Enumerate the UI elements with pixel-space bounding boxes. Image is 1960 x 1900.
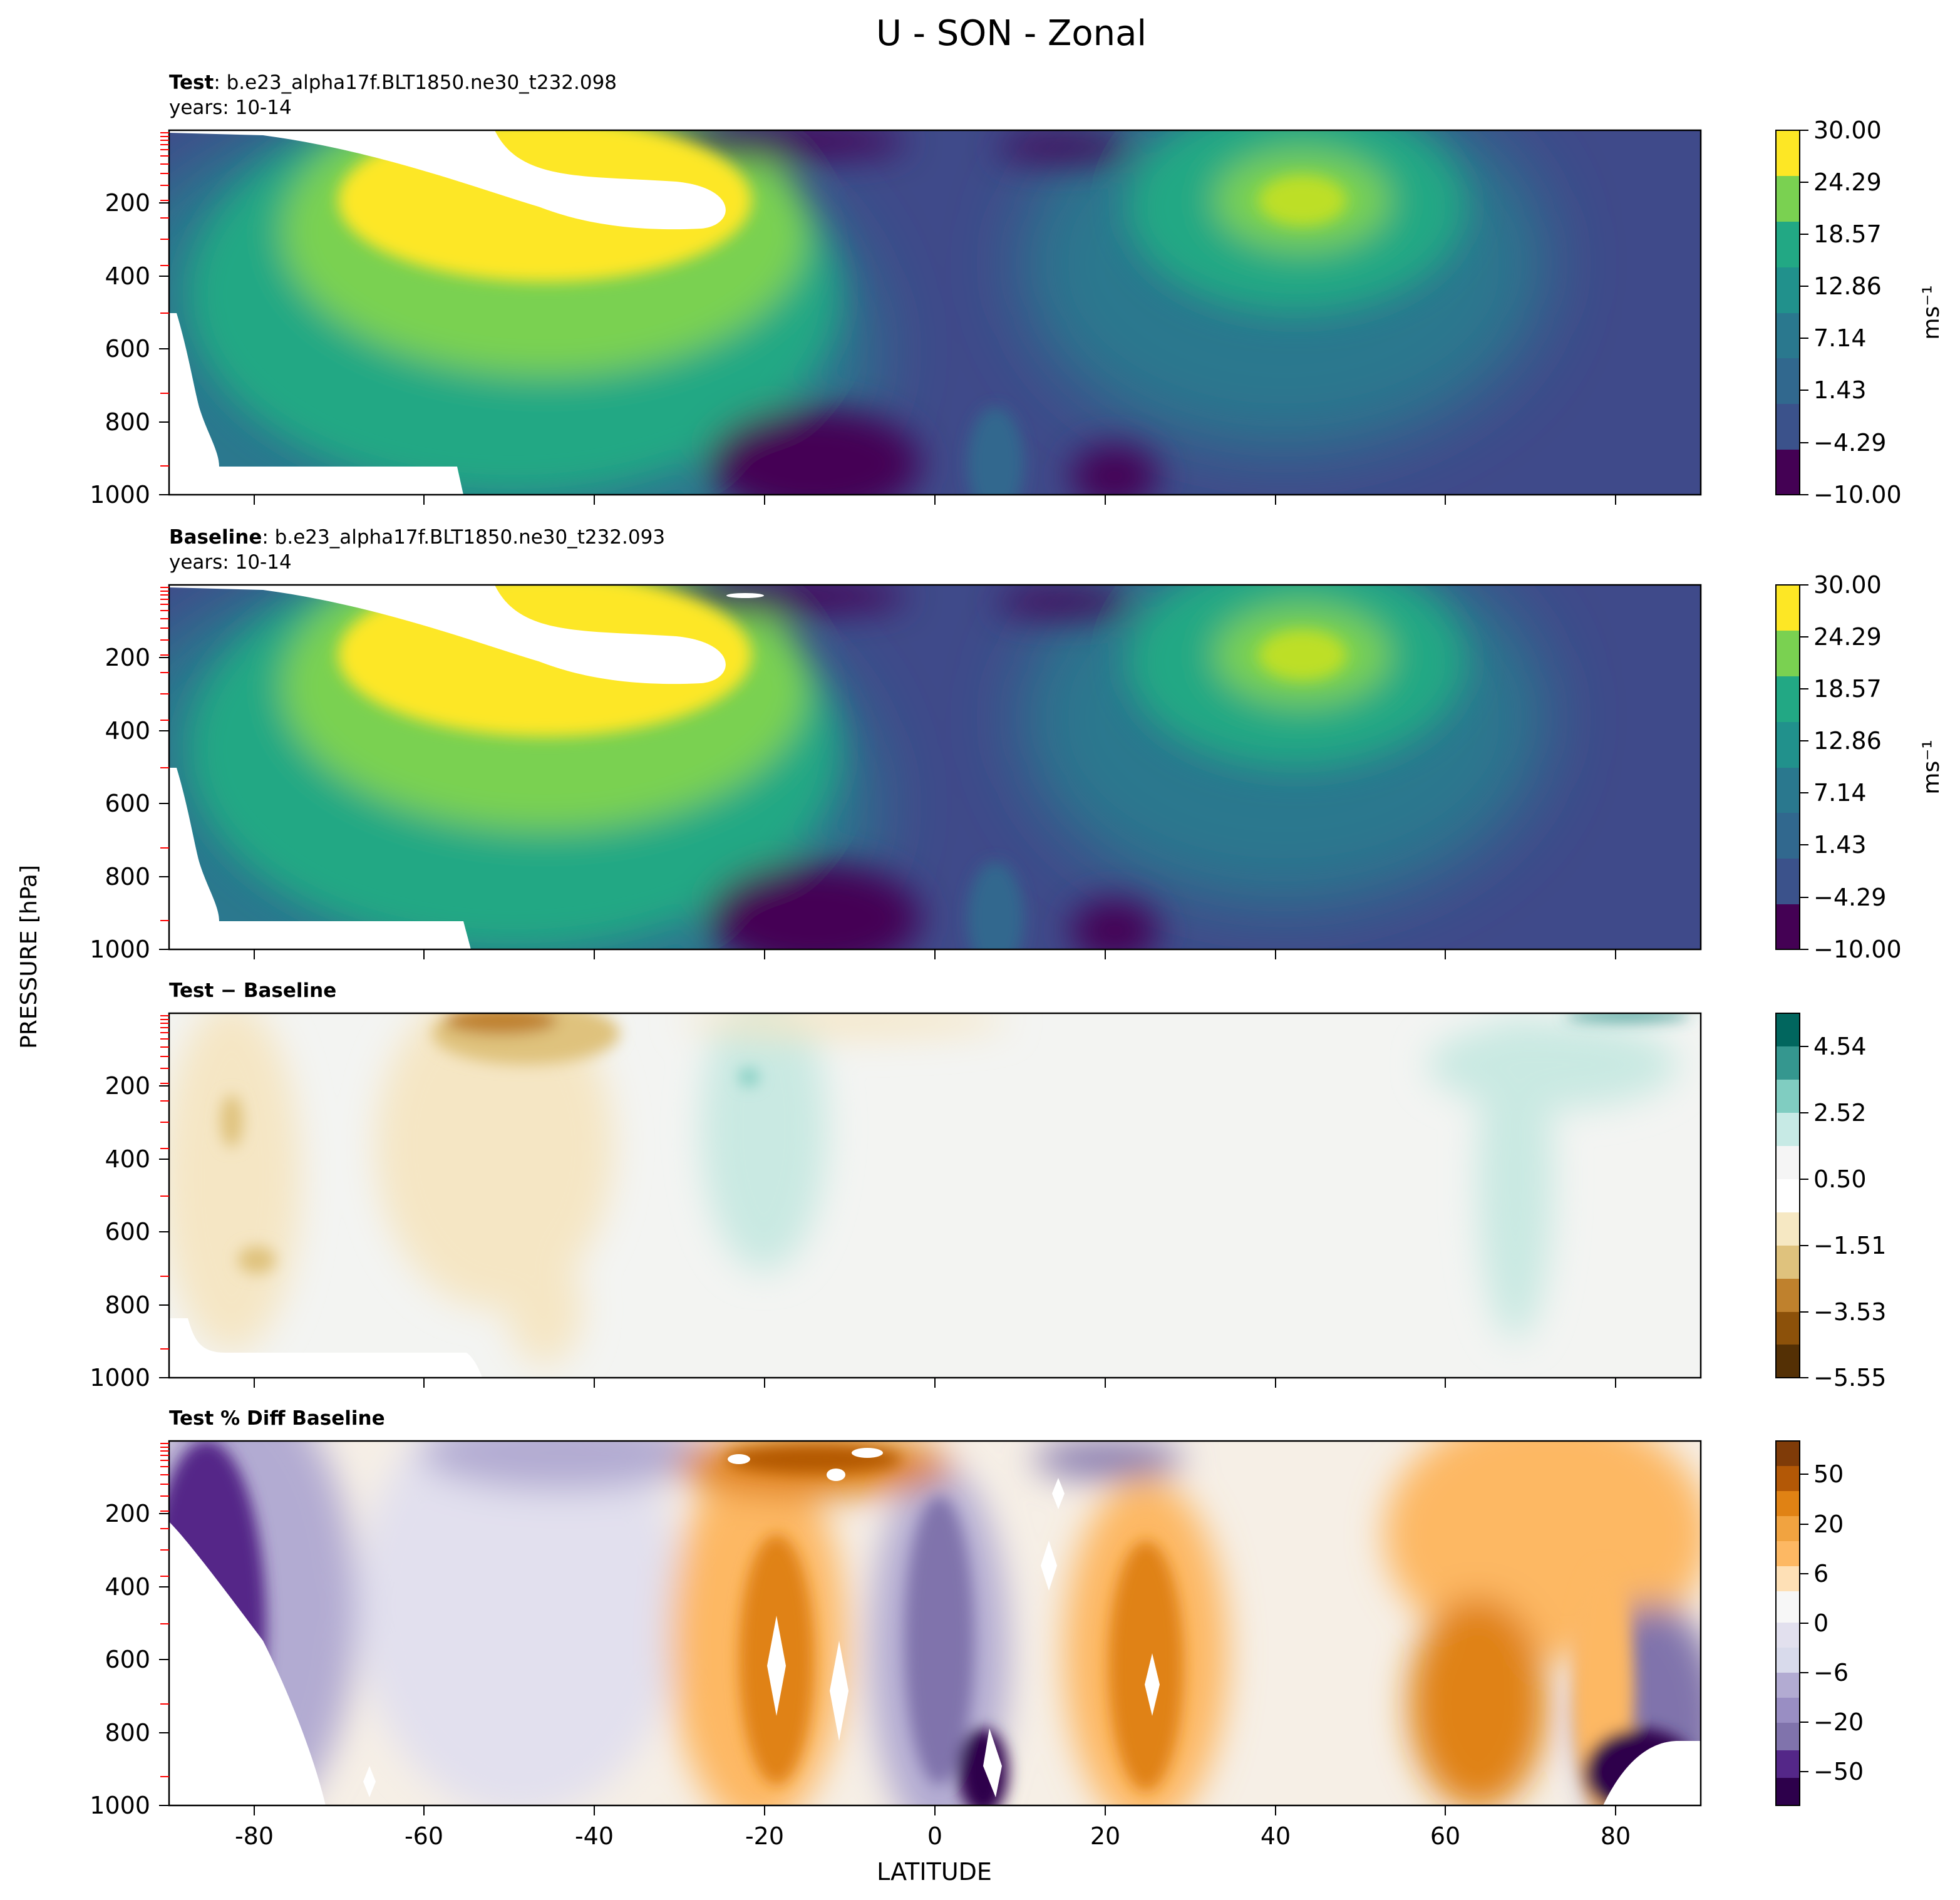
svg-text:4.54: 4.54 <box>1813 1033 1867 1060</box>
panel-baseline-yticks: 200 400 600 800 1000 <box>90 644 169 963</box>
panel-percent-diff: Test % Diff Baseline <box>90 1407 1864 1850</box>
svg-text:0: 0 <box>1813 1609 1828 1637</box>
svg-text:18.57: 18.57 <box>1813 220 1882 248</box>
figure-title: U - SON - Zonal <box>876 13 1147 54</box>
svg-text:7.14: 7.14 <box>1813 324 1867 352</box>
svg-text:20: 20 <box>1090 1822 1120 1850</box>
panel-difference-xticks <box>254 1378 1616 1388</box>
svg-text:1000: 1000 <box>90 936 150 963</box>
panel-percent-diff-xticks <box>254 1805 1616 1815</box>
panel-difference-field <box>169 1013 1701 1378</box>
panel-difference-yticks: 200 400 600 800 1000 <box>90 1072 169 1391</box>
svg-text:1000: 1000 <box>90 1792 150 1819</box>
svg-text:30.00: 30.00 <box>1813 116 1882 144</box>
panel-difference-level-markers <box>160 1015 169 1350</box>
svg-text:−50: −50 <box>1813 1758 1864 1785</box>
svg-text:12.86: 12.86 <box>1813 272 1882 300</box>
svg-text:24.29: 24.29 <box>1813 623 1882 651</box>
panel-test-field <box>169 130 1701 495</box>
svg-text:1.43: 1.43 <box>1813 376 1867 404</box>
panel-test: Test: b.e23_alpha17f.BLT1850.ne30_t232.0… <box>90 71 1944 509</box>
svg-text:600: 600 <box>105 1218 150 1246</box>
svg-text:800: 800 <box>105 408 150 436</box>
panel-percent-diff-level-markers <box>160 1443 169 1777</box>
svg-text:1.43: 1.43 <box>1813 831 1867 859</box>
svg-text:0.50: 0.50 <box>1813 1165 1867 1193</box>
svg-text:2.52: 2.52 <box>1813 1099 1867 1127</box>
panel-difference-colorbar: 4.54 2.52 0.50 −1.51 −3.53 −5.55 <box>1775 1013 1886 1391</box>
panel-test-level-markers <box>160 132 169 467</box>
panel-test-colorbar-label: ms⁻¹ <box>1919 285 1944 339</box>
svg-text:−6: −6 <box>1813 1659 1849 1686</box>
svg-text:12.86: 12.86 <box>1813 727 1882 755</box>
panel-baseline-subtitle: years: 10-14 <box>169 551 292 574</box>
panel-test-xticks <box>254 495 1616 505</box>
panel-baseline-colorbar-label: ms⁻¹ <box>1919 740 1944 794</box>
svg-text:24.29: 24.29 <box>1813 168 1882 196</box>
svg-text:1000: 1000 <box>90 481 150 509</box>
panel-percent-diff-title: Test % Diff Baseline <box>169 1407 385 1430</box>
y-axis-label: PRESSURE [hPa] <box>16 865 42 1049</box>
panel-percent-diff-colorbar: 50 20 6 0 −6 −20 −50 <box>1775 1440 1864 1806</box>
svg-text:200: 200 <box>105 644 150 671</box>
panel-baseline-title: Baseline: b.e23_alpha17f.BLT1850.ne30_t2… <box>169 526 665 549</box>
panel-baseline-level-markers <box>160 587 169 921</box>
svg-text:−4.29: −4.29 <box>1813 884 1886 911</box>
svg-text:400: 400 <box>105 1573 150 1601</box>
svg-text:600: 600 <box>105 790 150 817</box>
svg-text:0: 0 <box>927 1822 942 1850</box>
svg-text:−1.51: −1.51 <box>1813 1232 1886 1259</box>
panel-test-title: Test: b.e23_alpha17f.BLT1850.ne30_t232.0… <box>169 71 617 94</box>
svg-text:800: 800 <box>105 1291 150 1319</box>
panel-difference: Test − Baseline <box>90 979 1886 1391</box>
svg-text:−20: −20 <box>1813 1708 1864 1736</box>
svg-text:800: 800 <box>105 1719 150 1747</box>
svg-text:18.57: 18.57 <box>1813 675 1882 703</box>
svg-text:6: 6 <box>1813 1560 1828 1588</box>
panel-percent-diff-field <box>169 1441 1701 1805</box>
svg-text:−4.29: −4.29 <box>1813 429 1886 457</box>
panel-baseline-colorbar: 30.00 24.29 18.57 12.86 7.14 1.43 −4.29 … <box>1775 571 1944 963</box>
panel-baseline-xticks <box>254 949 1616 959</box>
svg-text:1000: 1000 <box>90 1364 150 1391</box>
panel-baseline-field <box>169 585 1701 949</box>
svg-text:400: 400 <box>105 262 150 290</box>
panel-test-yticks: 200 400 600 800 1000 <box>90 189 169 509</box>
svg-text:200: 200 <box>105 1500 150 1527</box>
svg-text:7.14: 7.14 <box>1813 779 1867 807</box>
svg-text:800: 800 <box>105 863 150 891</box>
svg-text:200: 200 <box>105 1072 150 1100</box>
svg-text:400: 400 <box>105 1145 150 1173</box>
panel-baseline: Baseline: b.e23_alpha17f.BLT1850.ne30_t2… <box>90 526 1944 963</box>
svg-text:60: 60 <box>1430 1822 1460 1850</box>
panel-test-colorbar: 30.00 24.29 18.57 12.86 7.14 1.43 −4.29 … <box>1775 116 1944 509</box>
panel-percent-diff-xtick-labels: -80 -60 -40 -20 0 20 40 60 80 <box>235 1822 1631 1850</box>
svg-text:-40: -40 <box>575 1822 614 1850</box>
svg-text:30.00: 30.00 <box>1813 571 1882 599</box>
panel-percent-diff-yticks: 200 400 600 800 1000 <box>90 1500 169 1819</box>
svg-text:−5.55: −5.55 <box>1813 1364 1886 1391</box>
svg-text:−10.00: −10.00 <box>1813 481 1902 509</box>
svg-text:−3.53: −3.53 <box>1813 1298 1886 1326</box>
svg-text:400: 400 <box>105 717 150 745</box>
svg-text:600: 600 <box>105 335 150 363</box>
panel-test-subtitle: years: 10-14 <box>169 96 292 119</box>
svg-text:40: 40 <box>1261 1822 1291 1850</box>
svg-text:-60: -60 <box>405 1822 443 1850</box>
svg-text:20: 20 <box>1813 1510 1844 1538</box>
svg-text:-20: -20 <box>745 1822 784 1850</box>
svg-text:80: 80 <box>1601 1822 1631 1850</box>
svg-text:-80: -80 <box>235 1822 274 1850</box>
svg-text:200: 200 <box>105 189 150 217</box>
x-axis-label: LATITUDE <box>877 1858 992 1886</box>
svg-text:600: 600 <box>105 1646 150 1673</box>
svg-text:50: 50 <box>1813 1460 1844 1488</box>
panel-difference-title: Test − Baseline <box>169 979 336 1002</box>
svg-text:−10.00: −10.00 <box>1813 936 1902 963</box>
